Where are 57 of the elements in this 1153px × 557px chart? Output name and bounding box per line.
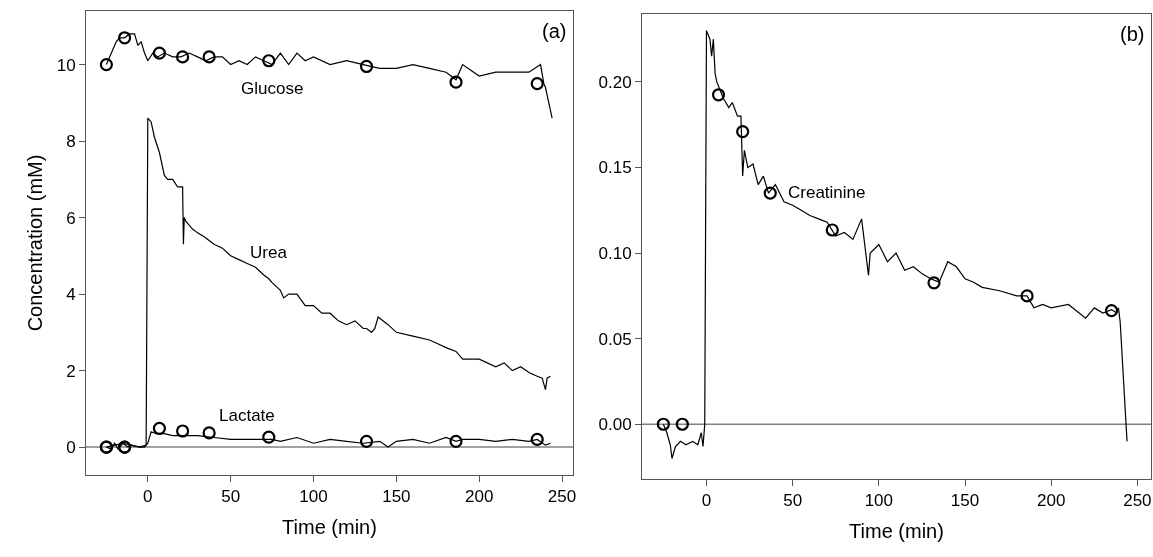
x-tick-label: 200 [1037,491,1066,511]
point [176,424,190,438]
y-tick-label: 4 [66,285,76,305]
point [359,434,374,448]
x-tick-label: 250 [547,487,577,507]
point [99,57,113,72]
point [1020,289,1034,303]
y-tick-label: 0.00 [598,415,632,435]
x-tick-label: 150 [382,487,411,507]
point [763,186,777,200]
point [927,276,941,290]
x-tick-label: 50 [221,487,241,507]
x-tick-label: 200 [465,487,494,507]
x-tick-label: 0 [701,491,712,511]
point [711,88,726,102]
y-tick-label: 0 [66,438,76,458]
point [530,432,544,447]
x-tick-label: 100 [299,487,328,507]
y-tick-label: 8 [66,132,76,152]
y-tick-label: 10 [56,55,76,75]
series-label: Creatinine [788,183,866,202]
point [736,124,750,139]
point [359,59,374,74]
point [449,75,463,89]
x-tick-label: 250 [1123,491,1152,511]
y-tick-label: 6 [66,208,76,228]
y-tick-label: 0.20 [598,72,632,92]
x-tick-label: 100 [864,491,894,511]
y-tick-label: 2 [66,361,76,381]
x-axis-title: Time (min) [282,515,377,538]
annotation: (b) [1120,23,1145,45]
point [530,77,544,91]
point [202,50,216,64]
point [202,426,216,440]
y-tick-label: 0.15 [598,158,632,178]
point [656,417,670,431]
x-tick-label: 50 [783,491,803,511]
point [152,421,167,435]
point [1104,303,1119,318]
x-tick-label: 150 [950,491,980,511]
point [118,31,132,45]
point [262,430,276,444]
point [152,46,167,60]
point [825,223,839,237]
annotation: (a) [542,20,567,42]
point [675,417,689,431]
point [449,434,463,448]
x-tick-label: 0 [143,487,153,507]
series-label: Urea [250,243,288,262]
y-axis-title: Concentration (mM) [24,154,47,332]
point [262,54,276,68]
point [176,50,190,64]
series-label: Glucose [241,79,304,98]
series-label: Lactate [219,406,275,425]
y-tick-label: 0.05 [598,329,632,349]
y-tick-label: 0.10 [598,244,632,264]
x-axis-title: Time (min) [849,519,944,542]
